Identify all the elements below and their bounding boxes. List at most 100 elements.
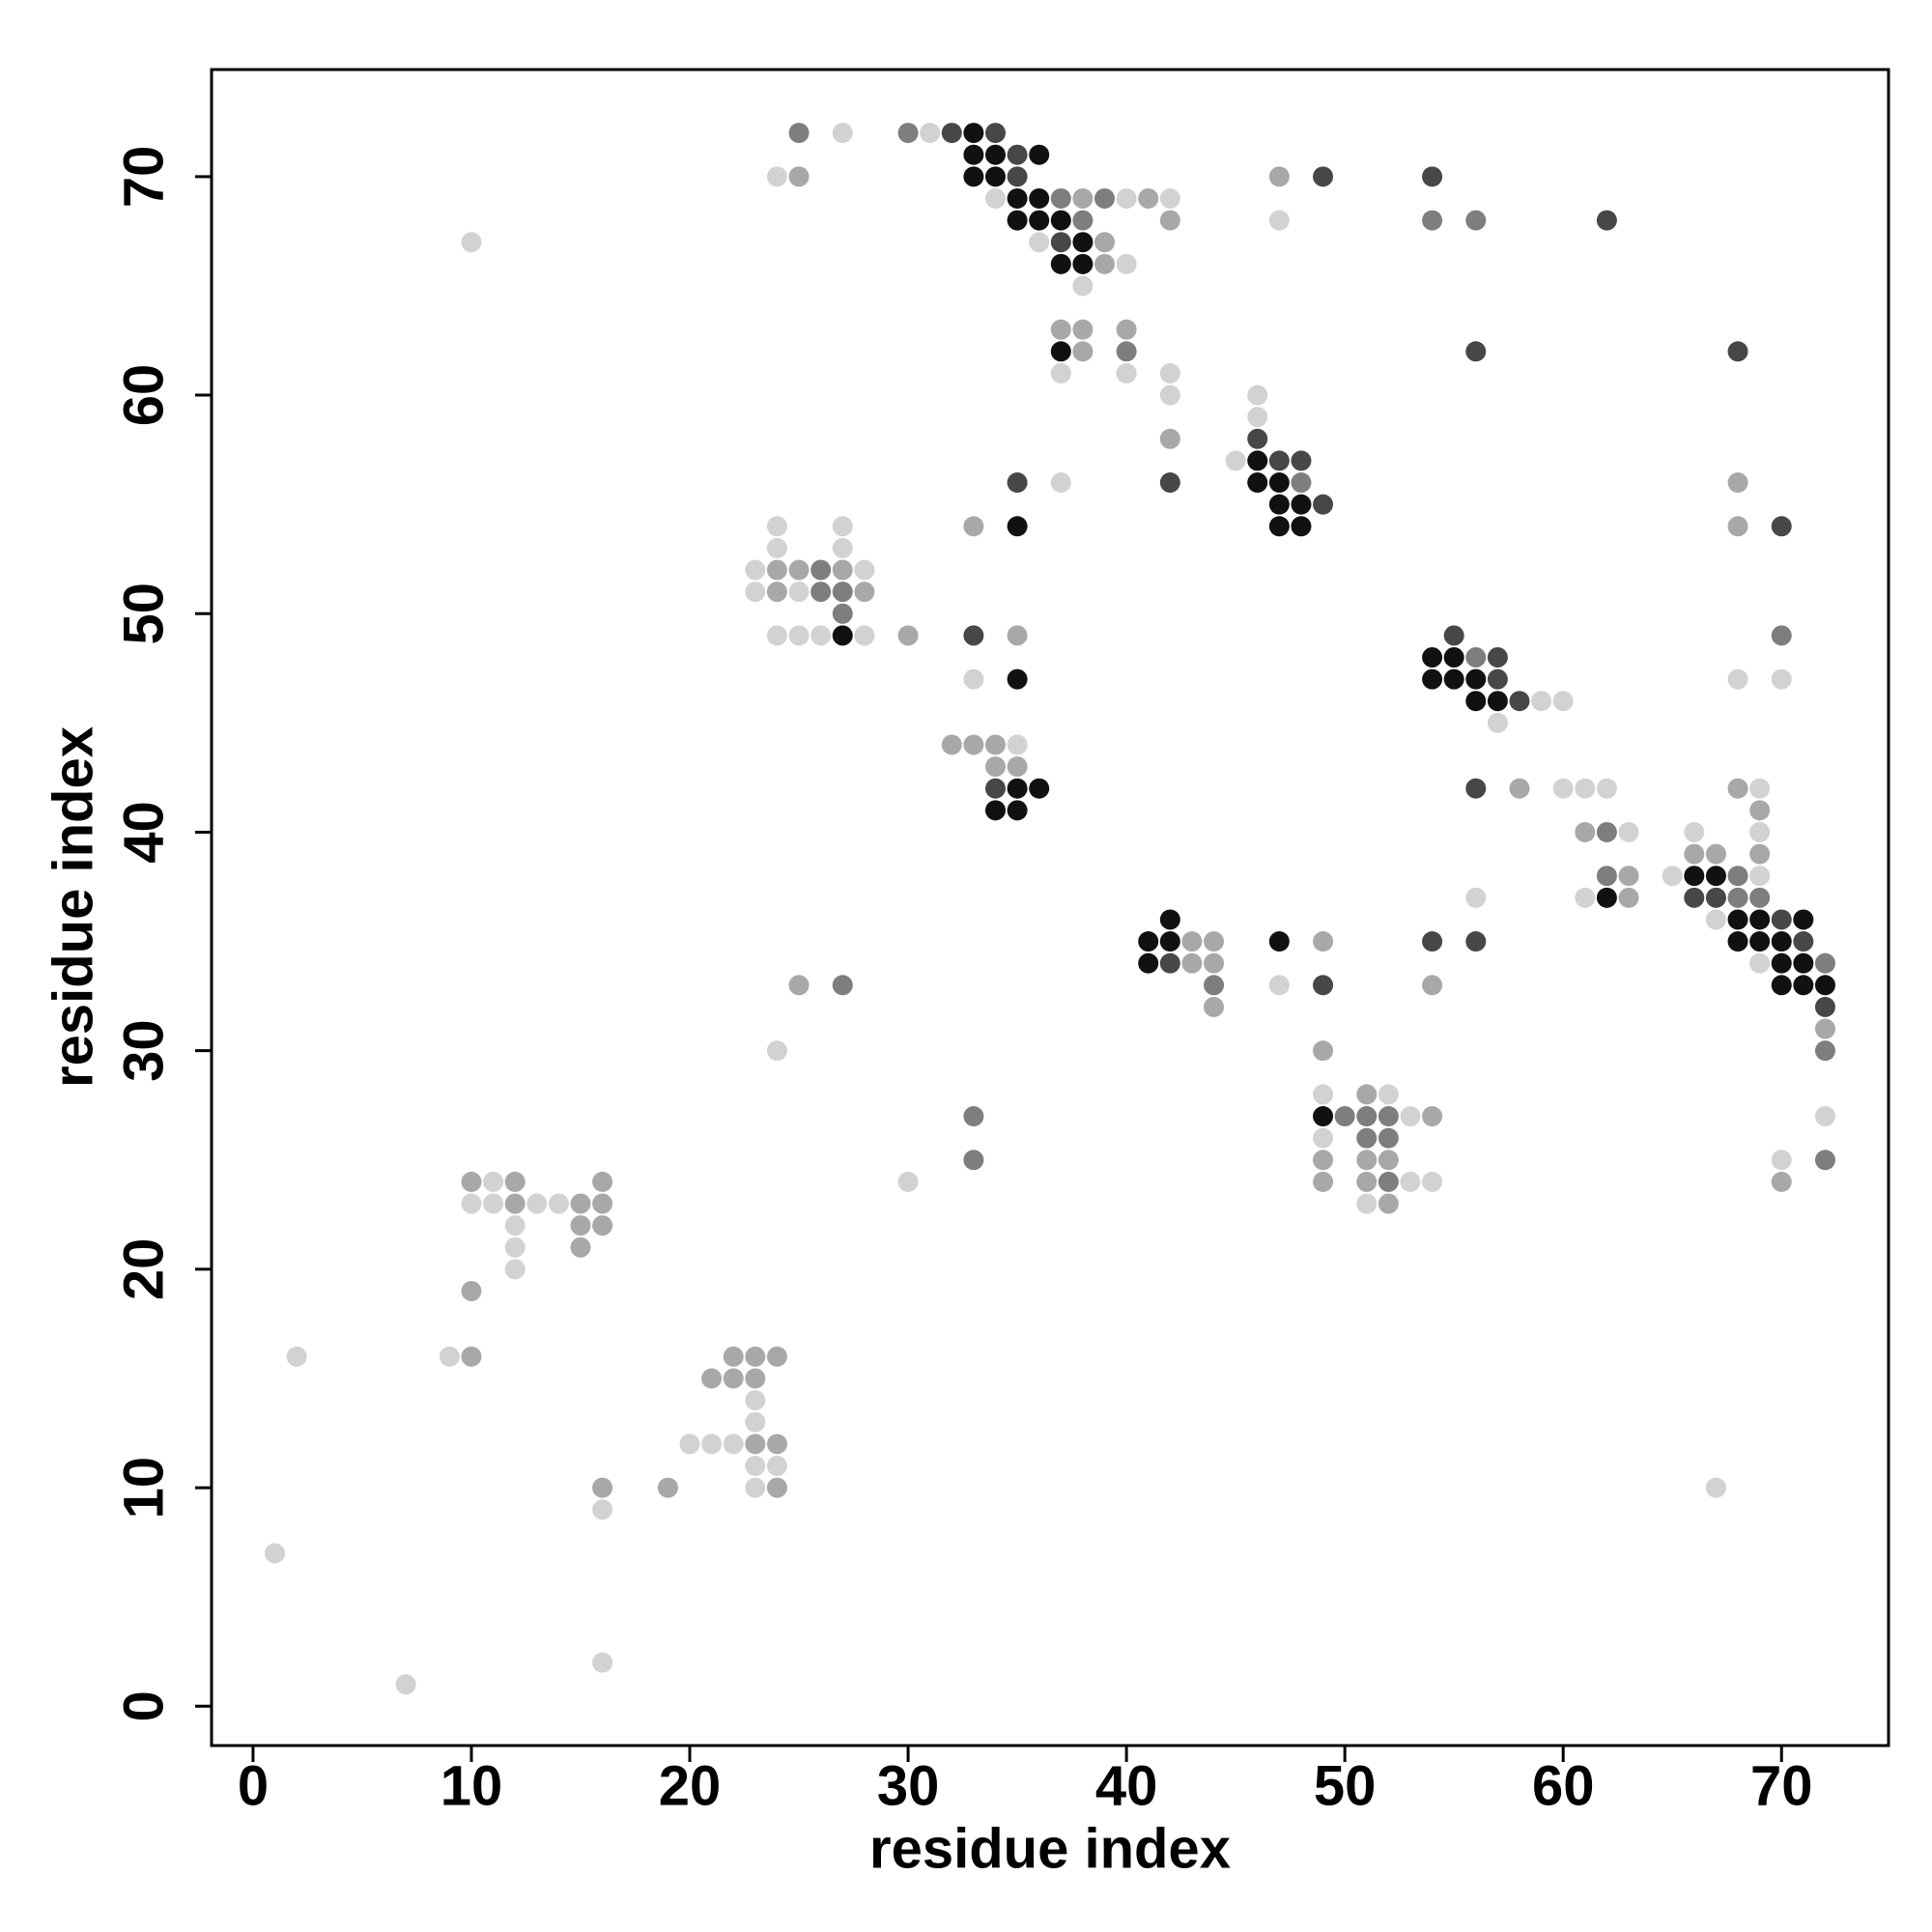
point <box>984 734 1006 755</box>
point <box>1575 887 1596 908</box>
point <box>1050 187 1071 209</box>
y-tick-label: 20 <box>112 1238 175 1301</box>
point <box>1422 1106 1443 1127</box>
point <box>788 625 810 646</box>
x-tick-label: 0 <box>238 1754 269 1817</box>
point <box>854 582 875 603</box>
point <box>1793 975 1814 996</box>
point <box>1050 362 1071 384</box>
point <box>1029 778 1050 799</box>
point <box>766 559 787 581</box>
point <box>1356 1193 1378 1214</box>
point <box>1007 144 1028 165</box>
point <box>1007 778 1028 799</box>
point <box>1771 909 1792 930</box>
point <box>1050 319 1071 340</box>
y-tick-label: 0 <box>112 1690 175 1721</box>
point <box>1356 1106 1378 1127</box>
point <box>1116 362 1137 384</box>
point <box>1181 931 1203 952</box>
point <box>1684 821 1705 842</box>
point <box>745 1455 766 1476</box>
y-tick-label: 40 <box>112 801 175 864</box>
x-tick-label: 40 <box>1095 1754 1158 1817</box>
point <box>1313 1106 1334 1127</box>
point <box>984 144 1006 165</box>
point <box>1247 407 1268 428</box>
point <box>701 1368 723 1389</box>
point <box>1705 843 1726 865</box>
x-axis-title: residue index <box>869 1817 1231 1880</box>
point <box>788 559 810 581</box>
point <box>1727 931 1748 952</box>
point <box>1727 668 1748 690</box>
point <box>1465 668 1487 690</box>
point <box>963 123 984 144</box>
point <box>1771 668 1792 690</box>
point <box>766 1434 787 1455</box>
point <box>1029 187 1050 209</box>
point <box>1793 952 1814 974</box>
point <box>1814 1018 1835 1039</box>
point <box>963 668 984 690</box>
point <box>592 1477 613 1498</box>
point <box>1618 821 1639 842</box>
x-tick-label: 10 <box>440 1754 503 1817</box>
point <box>1531 691 1552 712</box>
point <box>592 1499 613 1520</box>
point <box>1313 975 1334 996</box>
point <box>1422 1171 1443 1192</box>
point <box>1356 1150 1378 1171</box>
point <box>788 123 810 144</box>
point <box>920 123 941 144</box>
point <box>1007 668 1028 690</box>
point <box>1268 210 1290 231</box>
point <box>1662 866 1683 887</box>
point <box>1291 494 1312 515</box>
point <box>1596 778 1617 799</box>
point <box>1072 253 1094 274</box>
point <box>1159 187 1180 209</box>
y-tick-label: 50 <box>112 582 175 645</box>
point <box>1072 210 1094 231</box>
point <box>1684 843 1705 865</box>
point <box>766 537 787 558</box>
point <box>984 800 1006 821</box>
y-tick-label: 70 <box>112 146 175 209</box>
point <box>810 559 832 581</box>
point <box>832 582 853 603</box>
point <box>265 1543 286 1564</box>
point <box>897 123 919 144</box>
point <box>1159 472 1180 494</box>
point <box>1007 516 1028 537</box>
point <box>1204 996 1225 1017</box>
point <box>766 625 787 646</box>
point <box>963 144 984 165</box>
point <box>1814 996 1835 1017</box>
point <box>592 1215 613 1236</box>
point <box>1007 187 1028 209</box>
point <box>1094 232 1116 253</box>
point <box>1400 1171 1421 1192</box>
point <box>1771 1171 1792 1192</box>
point <box>963 625 984 646</box>
point <box>1814 1150 1835 1171</box>
point <box>1487 691 1508 712</box>
point <box>1771 625 1792 646</box>
point <box>1793 909 1814 930</box>
point <box>1313 1150 1334 1171</box>
point <box>1443 646 1464 668</box>
point <box>1509 691 1530 712</box>
point <box>1727 778 1748 799</box>
point <box>1814 1106 1835 1127</box>
point <box>1138 952 1159 974</box>
point <box>1247 472 1268 494</box>
point <box>1313 931 1334 952</box>
point <box>592 1652 613 1673</box>
point <box>1072 187 1094 209</box>
point <box>745 1477 766 1498</box>
point <box>1596 821 1617 842</box>
point <box>1771 975 1792 996</box>
point <box>766 516 787 537</box>
